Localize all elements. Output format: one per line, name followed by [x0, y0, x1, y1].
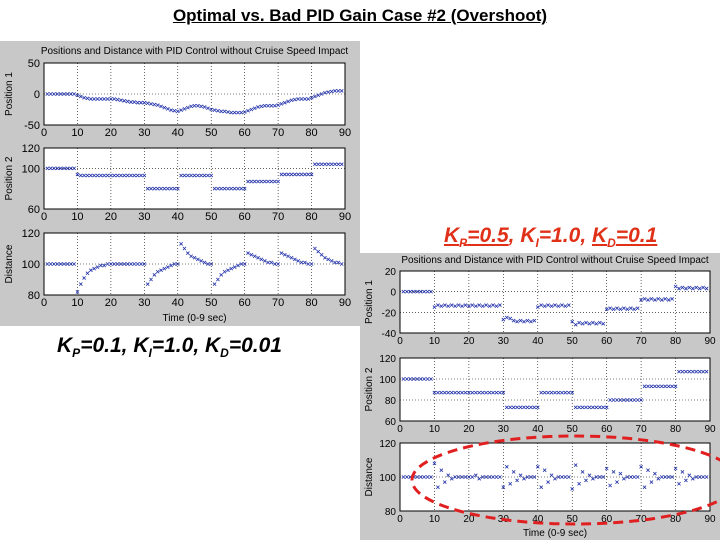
x-tick-label: 80	[305, 211, 317, 223]
x-tick-label: 30	[138, 211, 150, 223]
x-tick-label: 60	[239, 211, 251, 223]
y-axis-label: Position 1	[4, 72, 15, 116]
y-tick-label: 100	[22, 163, 40, 175]
x-tick-label: 10	[429, 424, 441, 435]
x-tick-label: 0	[41, 297, 47, 309]
y-tick-label: 60	[385, 417, 397, 428]
x-tick-label: 70	[636, 336, 648, 347]
y-tick-label: 0	[390, 288, 396, 299]
y-tick-label: 80	[385, 507, 397, 518]
x-tick-label: 10	[429, 514, 441, 525]
x-tick-label: 0	[397, 514, 403, 525]
y-axis-label: Position 2	[4, 156, 15, 200]
x-tick-label: 40	[172, 297, 184, 309]
x-axis-label: Time (0-9 sec)	[162, 313, 226, 324]
x-tick-label: 0	[41, 127, 47, 139]
x-tick-label: 50	[567, 336, 579, 347]
y-tick-label: -40	[382, 329, 397, 340]
x-tick-label: 80	[305, 297, 317, 309]
x-tick-label: 40	[532, 336, 544, 347]
x-tick-label: 60	[601, 336, 613, 347]
y-tick-label: 100	[379, 375, 396, 386]
plot-area	[400, 358, 710, 421]
y-tick-label: 120	[22, 143, 40, 155]
y-axis-label: Position 1	[364, 280, 375, 324]
x-tick-label: 30	[498, 336, 510, 347]
x-tick-label: 10	[71, 127, 83, 139]
y-axis-label: Position 2	[364, 367, 375, 411]
slide-title: Optimal vs. Bad PID Gain Case #2 (Oversh…	[0, 6, 720, 26]
x-tick-label: 50	[567, 424, 579, 435]
y-tick-label: -20	[382, 308, 397, 319]
chart-title: Positions and Distance with PID Control …	[41, 46, 349, 57]
x-tick-label: 70	[272, 211, 284, 223]
gain-label-a: KP=0.1, KI=1.0, KD=0.01	[57, 334, 282, 360]
x-tick-label: 40	[172, 211, 184, 223]
y-axis-label: Distance	[4, 244, 15, 283]
plot-area	[400, 443, 710, 511]
x-tick-label: 80	[670, 424, 682, 435]
x-tick-label: 30	[138, 127, 150, 139]
x-tick-label: 50	[205, 127, 217, 139]
chart-title: Positions and Distance with PID Control …	[401, 255, 709, 266]
x-tick-label: 20	[105, 211, 117, 223]
x-tick-label: 0	[41, 211, 47, 223]
y-tick-label: 0	[34, 89, 40, 101]
x-tick-label: 80	[670, 336, 682, 347]
plot-area	[44, 148, 345, 209]
x-tick-label: 90	[339, 127, 351, 139]
x-tick-label: 90	[339, 211, 351, 223]
y-tick-label: 60	[28, 204, 40, 216]
figure-a-optimal-gains: Positions and Distance with PID Control …	[0, 41, 360, 326]
figure-b-bad-gains: Positions and Distance with PID Control …	[360, 253, 720, 540]
plot-area	[400, 271, 710, 333]
x-tick-label: 20	[105, 127, 117, 139]
x-tick-label: 20	[105, 297, 117, 309]
x-tick-label: 10	[429, 336, 441, 347]
x-tick-label: 60	[239, 297, 251, 309]
y-tick-label: 120	[379, 439, 396, 450]
y-tick-label: 120	[22, 228, 40, 240]
x-tick-label: 30	[138, 297, 150, 309]
y-tick-label: 100	[379, 473, 396, 484]
y-tick-label: 20	[385, 267, 397, 278]
x-tick-label: 50	[205, 211, 217, 223]
y-tick-label: 80	[385, 396, 397, 407]
x-tick-label: 20	[463, 336, 475, 347]
x-tick-label: 80	[305, 127, 317, 139]
x-tick-label: 90	[704, 336, 716, 347]
x-axis-label: Time (0-9 sec)	[523, 528, 587, 539]
y-tick-label: -50	[24, 120, 40, 132]
x-tick-label: 0	[397, 336, 403, 347]
x-tick-label: 60	[601, 424, 613, 435]
x-tick-label: 70	[636, 424, 648, 435]
gain-label-b: KP=0.5, KI=1.0, KD=0.1	[444, 224, 657, 250]
x-tick-label: 90	[704, 424, 716, 435]
x-tick-label: 90	[339, 297, 351, 309]
x-tick-label: 10	[71, 297, 83, 309]
y-axis-label: Distance	[364, 457, 375, 496]
y-tick-label: 80	[28, 290, 40, 302]
x-tick-label: 40	[532, 424, 544, 435]
x-tick-label: 40	[172, 127, 184, 139]
x-tick-label: 70	[272, 297, 284, 309]
y-tick-label: 120	[379, 354, 396, 365]
x-tick-label: 90	[704, 514, 716, 525]
x-tick-label: 20	[463, 424, 475, 435]
x-tick-label: 30	[498, 424, 510, 435]
y-tick-label: 50	[28, 58, 40, 70]
y-tick-label: 100	[22, 259, 40, 271]
x-tick-label: 60	[239, 127, 251, 139]
x-tick-label: 50	[205, 297, 217, 309]
x-tick-label: 0	[397, 424, 403, 435]
x-tick-label: 70	[272, 127, 284, 139]
x-tick-label: 10	[71, 211, 83, 223]
x-tick-label: 80	[670, 514, 682, 525]
